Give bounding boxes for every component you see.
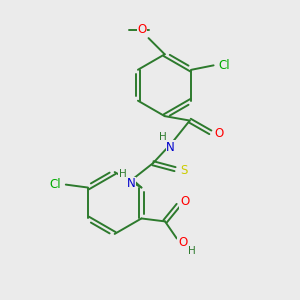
Text: H: H	[119, 169, 127, 179]
Text: N: N	[166, 141, 175, 154]
Text: O: O	[180, 195, 189, 208]
Text: Cl: Cl	[50, 178, 61, 191]
Text: H: H	[188, 246, 196, 256]
Text: O: O	[137, 23, 147, 36]
Text: O: O	[178, 236, 187, 249]
Text: N: N	[127, 177, 135, 190]
Text: Cl: Cl	[218, 59, 230, 72]
Text: H: H	[159, 132, 167, 142]
Text: S: S	[180, 164, 188, 177]
Text: O: O	[214, 127, 223, 140]
